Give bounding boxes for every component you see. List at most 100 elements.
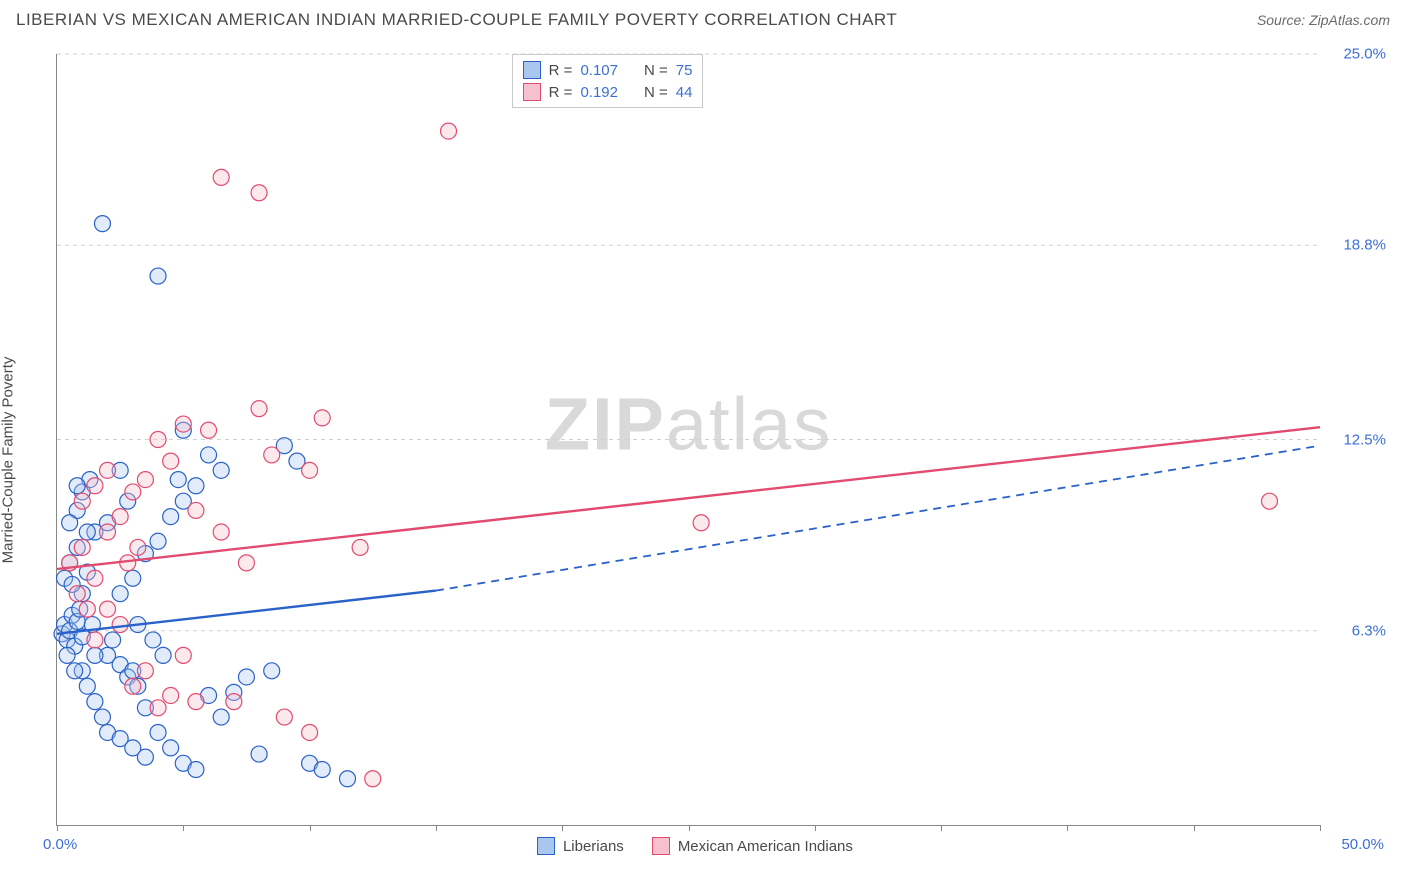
data-point: [137, 749, 153, 765]
data-point: [188, 502, 204, 518]
y-tick-label: 18.8%: [1343, 237, 1386, 254]
data-point: [1261, 493, 1277, 509]
x-tick: [436, 825, 437, 831]
data-point: [62, 515, 78, 531]
data-point: [130, 539, 146, 555]
data-point: [302, 462, 318, 478]
data-point: [69, 478, 85, 494]
data-point: [79, 601, 95, 617]
data-point: [112, 509, 128, 525]
data-point: [87, 570, 103, 586]
data-point: [352, 539, 368, 555]
plot-area: ZIPatlas R = 0.107 N = 75 R = 0.192 N = …: [56, 54, 1320, 826]
data-point: [693, 515, 709, 531]
data-point: [150, 268, 166, 284]
data-point: [69, 586, 85, 602]
data-point: [441, 123, 457, 139]
data-point: [94, 216, 110, 232]
y-tick-label: 6.3%: [1352, 622, 1386, 639]
x-tick: [1194, 825, 1195, 831]
data-point: [365, 771, 381, 787]
x-axis-max-label: 50.0%: [1341, 836, 1384, 853]
data-point: [175, 416, 191, 432]
data-point: [226, 694, 242, 710]
data-point: [213, 709, 229, 725]
data-point: [112, 617, 128, 633]
x-tick: [183, 825, 184, 831]
data-point: [145, 632, 161, 648]
data-point: [213, 462, 229, 478]
data-point: [163, 740, 179, 756]
data-point: [238, 555, 254, 571]
chart-title: LIBERIAN VS MEXICAN AMERICAN INDIAN MARR…: [16, 10, 897, 30]
data-point: [155, 647, 171, 663]
data-point: [74, 493, 90, 509]
data-point: [188, 761, 204, 777]
data-point: [150, 533, 166, 549]
data-point: [175, 647, 191, 663]
legend-label: Mexican American Indians: [678, 838, 853, 855]
source-attribution: Source: ZipAtlas.com: [1257, 12, 1390, 28]
x-tick: [57, 825, 58, 831]
trend-line-dashed: [436, 446, 1320, 591]
x-tick: [689, 825, 690, 831]
data-point: [251, 746, 267, 762]
x-tick: [1067, 825, 1068, 831]
data-point: [79, 524, 95, 540]
x-tick: [562, 825, 563, 831]
data-point: [79, 678, 95, 694]
y-tick-label: 12.5%: [1343, 431, 1386, 448]
data-point: [213, 524, 229, 540]
data-point: [87, 632, 103, 648]
legend-item-liberians: Liberians: [537, 837, 624, 855]
data-point: [87, 647, 103, 663]
data-point: [94, 709, 110, 725]
data-point: [314, 761, 330, 777]
data-point: [125, 570, 141, 586]
data-point: [125, 678, 141, 694]
y-axis-title: Married-Couple Family Poverty: [0, 357, 17, 564]
chart-container: Married-Couple Family Poverty ZIPatlas R…: [16, 44, 1390, 876]
data-point: [100, 601, 116, 617]
data-point: [302, 724, 318, 740]
data-point: [264, 447, 280, 463]
data-point: [74, 539, 90, 555]
x-tick: [815, 825, 816, 831]
data-point: [163, 687, 179, 703]
data-point: [339, 771, 355, 787]
bottom-legend: Liberians Mexican American Indians: [537, 837, 853, 855]
swatch-icon: [537, 837, 555, 855]
data-point: [188, 694, 204, 710]
data-point: [251, 401, 267, 417]
plot-svg: [57, 54, 1320, 825]
x-tick: [310, 825, 311, 831]
data-point: [137, 472, 153, 488]
data-point: [59, 647, 75, 663]
data-point: [67, 663, 83, 679]
y-tick-label: 25.0%: [1343, 46, 1386, 63]
data-point: [87, 478, 103, 494]
data-point: [125, 484, 141, 500]
data-point: [188, 478, 204, 494]
data-point: [163, 509, 179, 525]
data-point: [150, 432, 166, 448]
data-point: [112, 586, 128, 602]
legend-item-mexican-american-indians: Mexican American Indians: [652, 837, 853, 855]
data-point: [163, 453, 179, 469]
x-tick: [941, 825, 942, 831]
x-tick: [1320, 825, 1321, 831]
legend-label: Liberians: [563, 838, 624, 855]
data-point: [201, 422, 217, 438]
data-point: [213, 169, 229, 185]
swatch-icon: [652, 837, 670, 855]
data-point: [264, 663, 280, 679]
x-axis-min-label: 0.0%: [43, 836, 77, 853]
data-point: [201, 447, 217, 463]
data-point: [251, 185, 267, 201]
data-point: [150, 724, 166, 740]
data-point: [276, 709, 292, 725]
data-point: [150, 700, 166, 716]
data-point: [105, 632, 121, 648]
trend-line: [57, 427, 1320, 569]
data-point: [137, 663, 153, 679]
